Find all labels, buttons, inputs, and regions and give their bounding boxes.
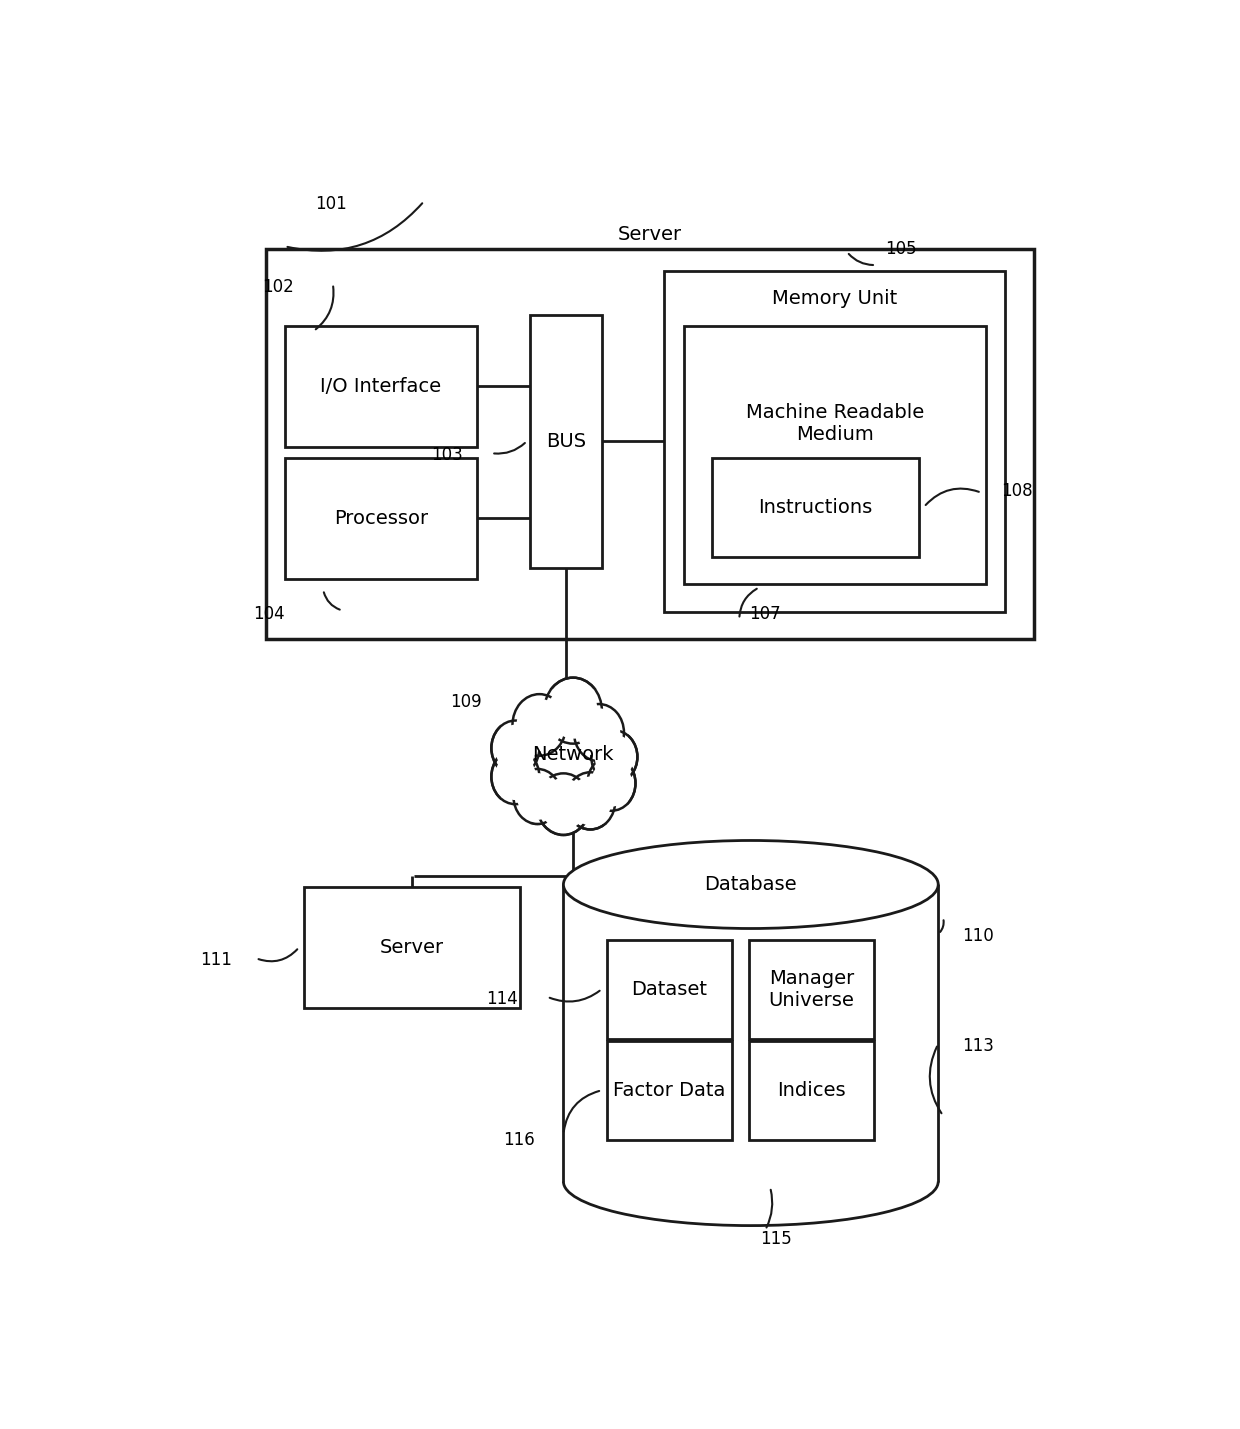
Text: Instructions: Instructions	[759, 497, 873, 516]
Text: 105: 105	[885, 240, 918, 257]
Ellipse shape	[563, 840, 939, 929]
Bar	[606, 939, 732, 1039]
Circle shape	[595, 735, 634, 779]
Circle shape	[513, 769, 562, 825]
Text: 107: 107	[749, 604, 780, 623]
Circle shape	[591, 760, 632, 806]
Text: 111: 111	[200, 952, 232, 969]
Text: 101: 101	[315, 196, 347, 213]
Bar	[529, 314, 601, 567]
Text: 103: 103	[430, 446, 463, 464]
Circle shape	[495, 725, 536, 772]
Text: Factor Data: Factor Data	[613, 1080, 725, 1100]
Circle shape	[537, 773, 590, 835]
Circle shape	[565, 772, 615, 829]
Text: 114: 114	[486, 990, 518, 1007]
Text: Network: Network	[532, 745, 614, 765]
Circle shape	[574, 704, 624, 762]
Circle shape	[512, 694, 567, 756]
Text: Server: Server	[618, 224, 682, 244]
Text: Dataset: Dataset	[631, 979, 707, 999]
Circle shape	[578, 709, 620, 757]
Bar	[606, 1040, 732, 1140]
Text: Manager
Universe: Manager Universe	[769, 969, 854, 1009]
Bar	[683, 326, 986, 584]
Text: 116: 116	[503, 1130, 534, 1149]
Text: 109: 109	[450, 693, 481, 710]
Circle shape	[517, 699, 562, 752]
Bar	[563, 885, 939, 1182]
Bar	[285, 457, 477, 579]
Text: 115: 115	[760, 1230, 792, 1248]
Bar	[749, 1040, 874, 1140]
Text: Server: Server	[379, 937, 444, 956]
Circle shape	[569, 776, 611, 825]
Text: Processor: Processor	[334, 509, 428, 527]
Circle shape	[491, 749, 539, 805]
Bar	[265, 249, 1034, 639]
Circle shape	[544, 677, 601, 743]
Text: Memory Unit: Memory Unit	[773, 289, 898, 307]
Bar	[285, 326, 477, 447]
Text: Database: Database	[704, 875, 797, 895]
Circle shape	[491, 720, 539, 776]
Text: 108: 108	[1001, 482, 1033, 500]
Bar	[501, 689, 627, 825]
Circle shape	[517, 773, 558, 820]
Bar	[665, 270, 1006, 612]
Text: Machine Readable
Medium: Machine Readable Medium	[745, 403, 924, 444]
Text: Indices: Indices	[777, 1080, 846, 1100]
Text: BUS: BUS	[546, 432, 585, 450]
Bar	[304, 886, 521, 1007]
Text: 113: 113	[962, 1037, 994, 1055]
Text: 104: 104	[253, 604, 285, 623]
Text: 102: 102	[263, 279, 294, 296]
Circle shape	[495, 753, 536, 800]
Circle shape	[548, 683, 598, 739]
Circle shape	[591, 730, 637, 783]
Circle shape	[541, 777, 587, 830]
Text: 110: 110	[962, 927, 994, 945]
Text: I/O Interface: I/O Interface	[320, 377, 441, 396]
Bar	[712, 457, 919, 557]
Bar	[749, 939, 874, 1039]
Circle shape	[588, 756, 635, 810]
